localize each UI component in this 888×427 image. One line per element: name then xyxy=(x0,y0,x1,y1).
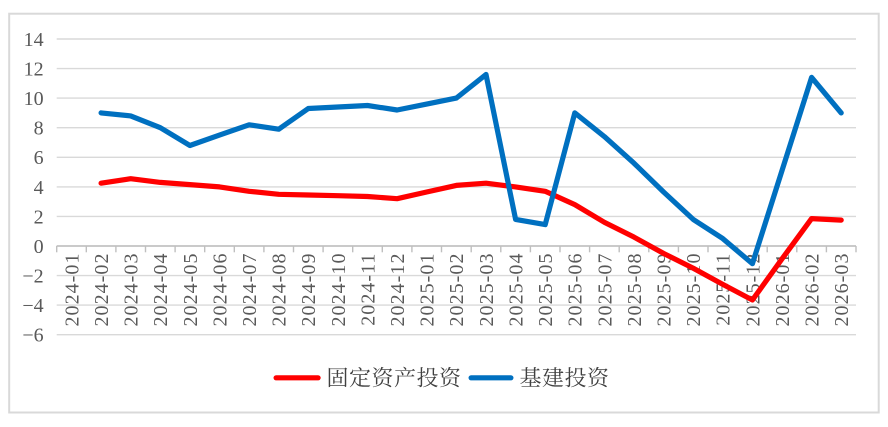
svg-text:2025-08: 2025-08 xyxy=(624,253,646,327)
svg-text:2024-01: 2024-01 xyxy=(61,253,83,327)
svg-text:4: 4 xyxy=(34,177,44,199)
svg-text:2026-01: 2026-01 xyxy=(772,253,794,327)
svg-text:−6: −6 xyxy=(22,325,43,347)
svg-text:2024-04: 2024-04 xyxy=(150,253,172,327)
svg-text:2024-10: 2024-10 xyxy=(328,253,350,327)
svg-text:2025-12: 2025-12 xyxy=(742,253,764,327)
svg-text:14: 14 xyxy=(24,29,44,51)
svg-text:10: 10 xyxy=(24,88,44,110)
svg-text:2026-03: 2026-03 xyxy=(831,253,853,327)
svg-text:2024-07: 2024-07 xyxy=(239,253,261,327)
svg-text:2024-11: 2024-11 xyxy=(357,253,379,326)
svg-text:0: 0 xyxy=(34,236,44,258)
svg-text:2024-02: 2024-02 xyxy=(91,253,113,327)
svg-text:−2: −2 xyxy=(22,266,43,288)
svg-text:−4: −4 xyxy=(22,295,43,317)
svg-text:2024-03: 2024-03 xyxy=(121,253,143,327)
svg-text:12: 12 xyxy=(24,59,44,81)
svg-text:2025-02: 2025-02 xyxy=(446,253,468,327)
svg-text:8: 8 xyxy=(34,118,44,140)
svg-text:2024-06: 2024-06 xyxy=(209,253,231,327)
svg-text:2024-08: 2024-08 xyxy=(269,253,291,327)
svg-text:2025-01: 2025-01 xyxy=(417,253,439,327)
svg-text:6: 6 xyxy=(34,147,44,169)
svg-text:2025-06: 2025-06 xyxy=(565,253,587,327)
svg-text:2026-02: 2026-02 xyxy=(802,253,824,327)
svg-text:2025-07: 2025-07 xyxy=(594,253,616,327)
svg-text:2025-09: 2025-09 xyxy=(654,253,676,327)
svg-text:2: 2 xyxy=(34,206,44,228)
svg-text:2024-05: 2024-05 xyxy=(180,253,202,327)
svg-text:2025-03: 2025-03 xyxy=(476,253,498,327)
svg-text:2025-11: 2025-11 xyxy=(713,253,735,326)
svg-text:2025-05: 2025-05 xyxy=(535,253,557,327)
svg-text:2024-09: 2024-09 xyxy=(298,253,320,327)
svg-text:2025-04: 2025-04 xyxy=(506,253,528,327)
svg-text:2024-12: 2024-12 xyxy=(387,253,409,327)
